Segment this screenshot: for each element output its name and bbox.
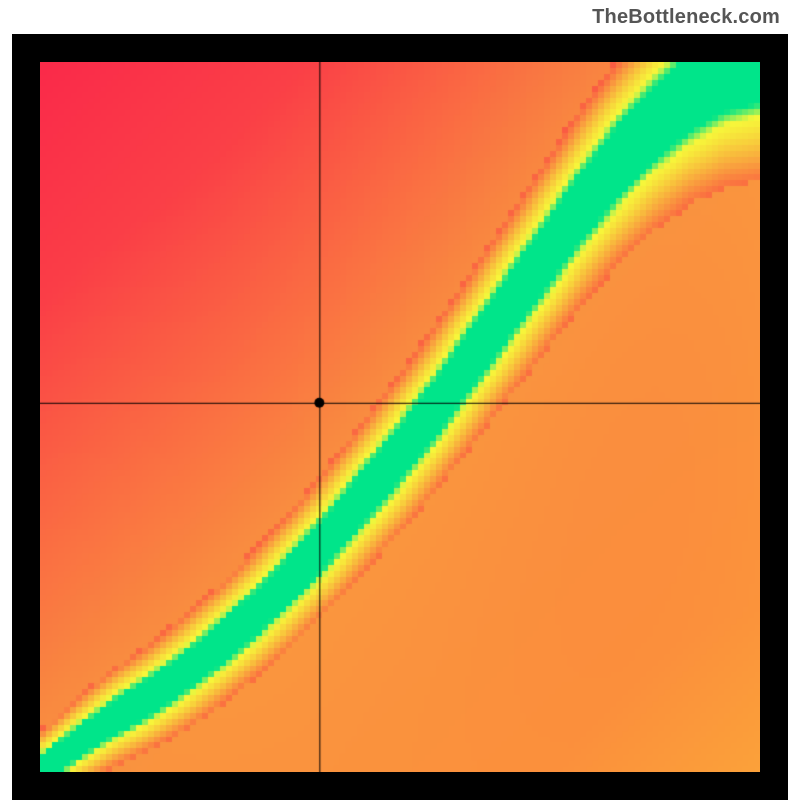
- attribution-text: TheBottleneck.com: [592, 6, 780, 29]
- bottleneck-heatmap: [40, 62, 760, 772]
